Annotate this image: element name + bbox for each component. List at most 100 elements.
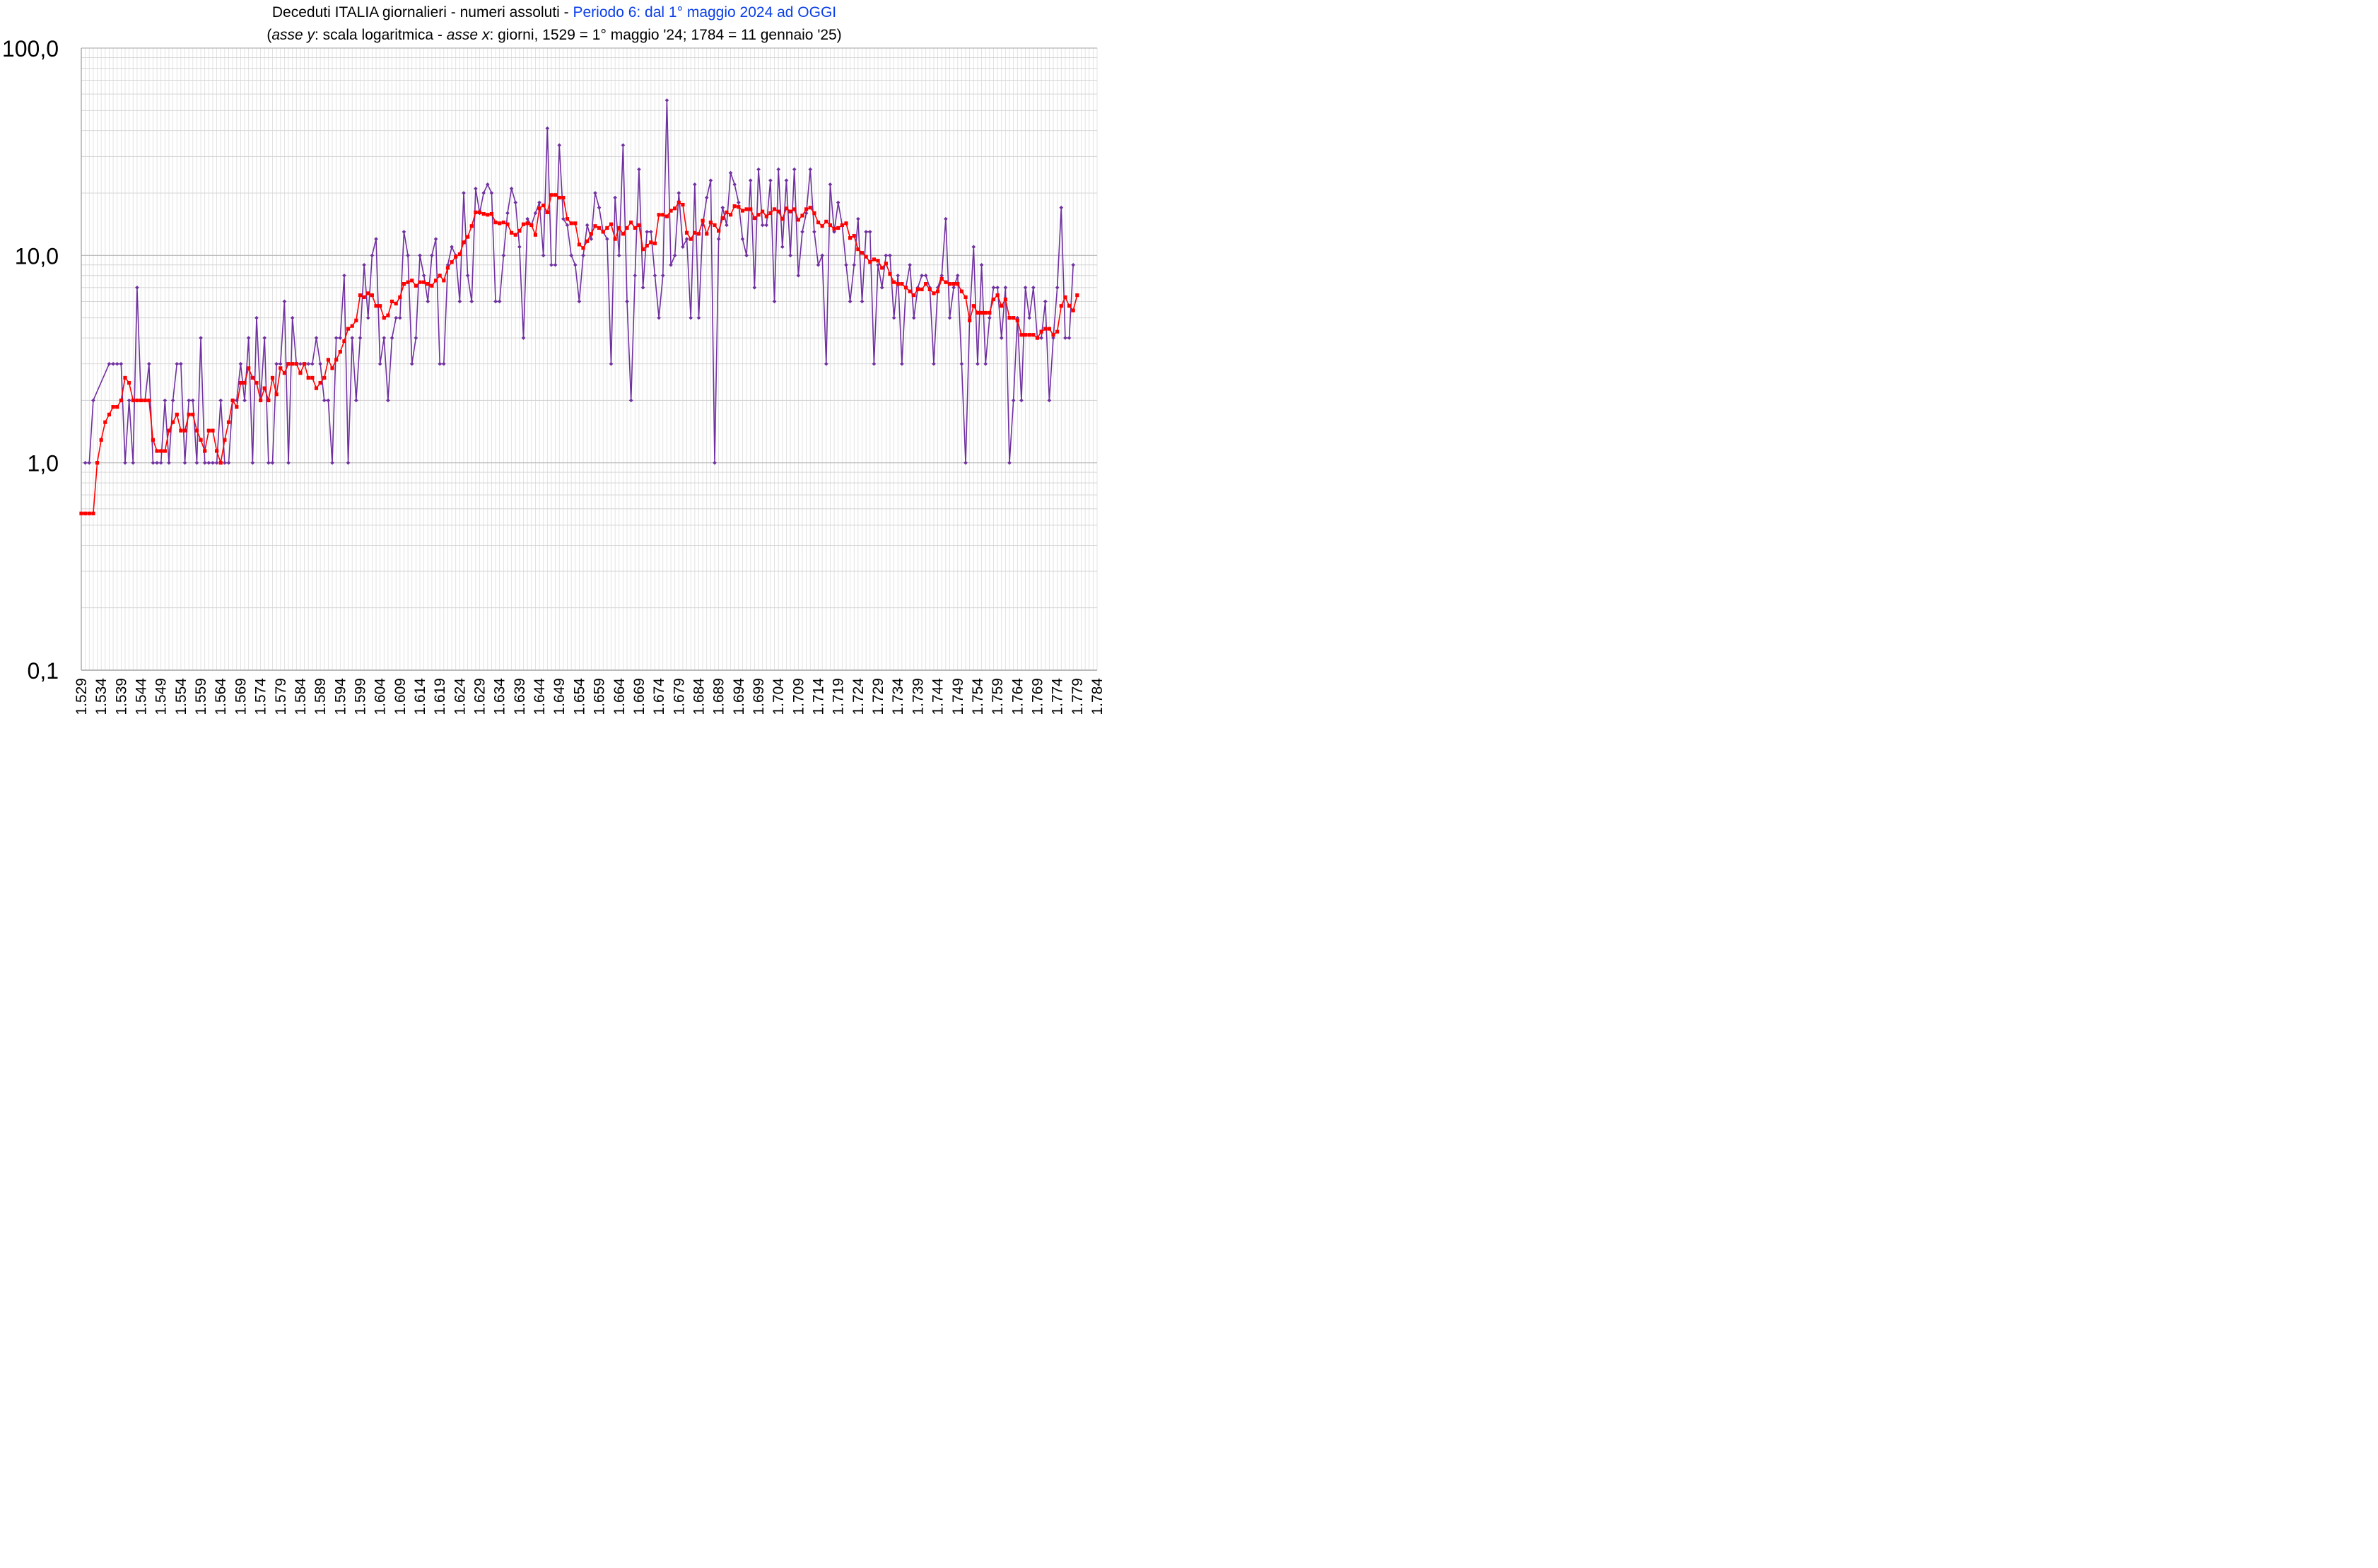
daily-deaths-point bbox=[290, 315, 295, 320]
daily-deaths-point bbox=[713, 460, 717, 465]
daily-deaths-point bbox=[87, 460, 92, 465]
y-tick-labels: 0,1 1,0 10,0 100,0 bbox=[2, 36, 59, 684]
x-tick-label: 1.679 bbox=[671, 678, 687, 715]
x-tick-label: 1.674 bbox=[651, 678, 667, 715]
daily-deaths-point bbox=[533, 211, 538, 216]
moving-average-point bbox=[322, 375, 327, 380]
moving-average-point bbox=[131, 398, 135, 402]
daily-deaths-point bbox=[728, 170, 733, 175]
daily-deaths-point bbox=[525, 216, 529, 221]
subtitle-rest: : giorni, 1529 = 1° maggio '24; 1784 = 1… bbox=[489, 27, 842, 43]
daily-deaths-point bbox=[784, 178, 789, 183]
moving-average-point bbox=[294, 362, 298, 366]
daily-deaths-point bbox=[262, 336, 267, 340]
moving-average-point bbox=[844, 221, 848, 226]
moving-average-point bbox=[589, 232, 593, 236]
moving-average-point bbox=[291, 362, 295, 366]
moving-average-point bbox=[191, 412, 195, 416]
moving-average-point bbox=[749, 207, 753, 211]
moving-average-point bbox=[390, 299, 394, 304]
moving-average-point bbox=[732, 204, 737, 209]
moving-average-point bbox=[832, 227, 836, 231]
moving-average-point bbox=[565, 217, 570, 221]
daily-deaths-point bbox=[1051, 336, 1055, 340]
daily-deaths-point bbox=[976, 361, 980, 366]
daily-deaths-point bbox=[613, 195, 617, 200]
daily-deaths-point bbox=[442, 361, 446, 366]
moving-average-point bbox=[374, 304, 378, 308]
daily-deaths-point bbox=[1063, 336, 1067, 340]
daily-deaths-point bbox=[314, 336, 319, 340]
moving-average-point bbox=[991, 297, 996, 302]
daily-deaths-point bbox=[752, 285, 757, 290]
moving-average-point bbox=[569, 221, 573, 226]
moving-average-point bbox=[350, 324, 354, 328]
daily-deaths-point bbox=[246, 336, 251, 340]
moving-average-point bbox=[182, 428, 187, 433]
daily-deaths-point bbox=[920, 273, 924, 278]
moving-average-point bbox=[194, 428, 199, 433]
moving-average-point bbox=[226, 420, 231, 424]
daily-deaths-point bbox=[182, 460, 187, 465]
daily-deaths-point bbox=[254, 315, 259, 320]
daily-deaths-point bbox=[932, 361, 936, 366]
moving-average-point bbox=[258, 398, 263, 402]
x-tick-label: 1.724 bbox=[850, 678, 867, 715]
moving-average-point bbox=[418, 280, 422, 284]
daily-deaths-point bbox=[278, 361, 283, 366]
daily-deaths-point bbox=[163, 398, 168, 403]
chart-container: Deceduti ITALIA giornalieri - numeri ass… bbox=[0, 0, 1108, 730]
daily-deaths-point bbox=[804, 211, 809, 216]
daily-deaths-point bbox=[628, 398, 633, 403]
daily-deaths-point bbox=[589, 237, 594, 241]
x-tick-label: 1.689 bbox=[711, 678, 727, 715]
daily-deaths-point bbox=[211, 460, 215, 465]
daily-deaths-point bbox=[521, 336, 526, 340]
x-tick-label: 1.629 bbox=[472, 678, 488, 715]
moving-average-point bbox=[123, 375, 127, 380]
moving-average-point bbox=[87, 511, 91, 515]
subtitle-x-term: asse x bbox=[446, 27, 490, 43]
moving-average-point bbox=[784, 206, 789, 211]
daily-deaths-point bbox=[820, 253, 824, 258]
daily-deaths-point bbox=[334, 336, 339, 340]
moving-average-point bbox=[884, 262, 888, 266]
moving-average-point bbox=[450, 260, 454, 264]
moving-average-point bbox=[864, 254, 868, 259]
x-tick-label: 1.559 bbox=[193, 678, 209, 715]
x-tick-label: 1.624 bbox=[452, 678, 468, 715]
moving-average-point bbox=[203, 449, 207, 453]
moving-average-point bbox=[139, 398, 144, 402]
moving-average-point bbox=[761, 209, 765, 213]
moving-average-point bbox=[147, 398, 151, 402]
moving-average-point bbox=[433, 279, 438, 283]
moving-average-point bbox=[780, 217, 785, 221]
x-tick-label: 1.749 bbox=[950, 678, 966, 715]
daily-deaths-point bbox=[708, 178, 713, 183]
subtitle-y-term: asse y bbox=[271, 27, 315, 43]
daily-deaths-point bbox=[250, 460, 255, 465]
moving-average-point bbox=[235, 405, 239, 409]
daily-deaths-point bbox=[541, 253, 546, 258]
daily-deaths-point bbox=[274, 361, 279, 366]
daily-deaths-point bbox=[370, 253, 375, 258]
x-tick-label: 1.669 bbox=[631, 678, 648, 715]
daily-deaths-point bbox=[780, 245, 785, 249]
moving-average-point bbox=[394, 301, 398, 306]
daily-deaths-point bbox=[382, 336, 387, 340]
daily-deaths-point bbox=[394, 315, 398, 320]
moving-average-point bbox=[676, 200, 681, 205]
daily-deaths-point bbox=[995, 285, 1000, 290]
daily-deaths-point bbox=[852, 262, 857, 267]
moving-average-point bbox=[1012, 316, 1016, 320]
moving-average-point bbox=[717, 228, 721, 233]
moving-average-point bbox=[115, 405, 119, 409]
daily-deaths-point bbox=[123, 460, 127, 465]
moving-average-point bbox=[474, 210, 478, 214]
x-tick-label: 1.774 bbox=[1050, 678, 1066, 715]
moving-average-point bbox=[378, 304, 382, 308]
daily-deaths-point bbox=[645, 230, 650, 234]
moving-average-point bbox=[804, 207, 809, 211]
moving-average-point bbox=[1039, 329, 1043, 334]
moving-average-point bbox=[713, 223, 717, 228]
